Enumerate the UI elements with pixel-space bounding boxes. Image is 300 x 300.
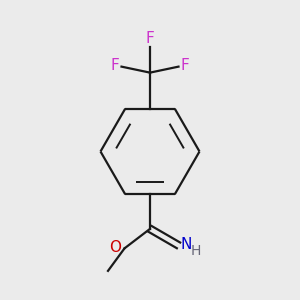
- Text: F: F: [146, 31, 154, 46]
- Text: F: F: [111, 58, 119, 73]
- Text: F: F: [181, 58, 189, 73]
- Text: H: H: [190, 244, 201, 258]
- Text: N: N: [181, 237, 192, 252]
- Text: O: O: [109, 240, 121, 255]
